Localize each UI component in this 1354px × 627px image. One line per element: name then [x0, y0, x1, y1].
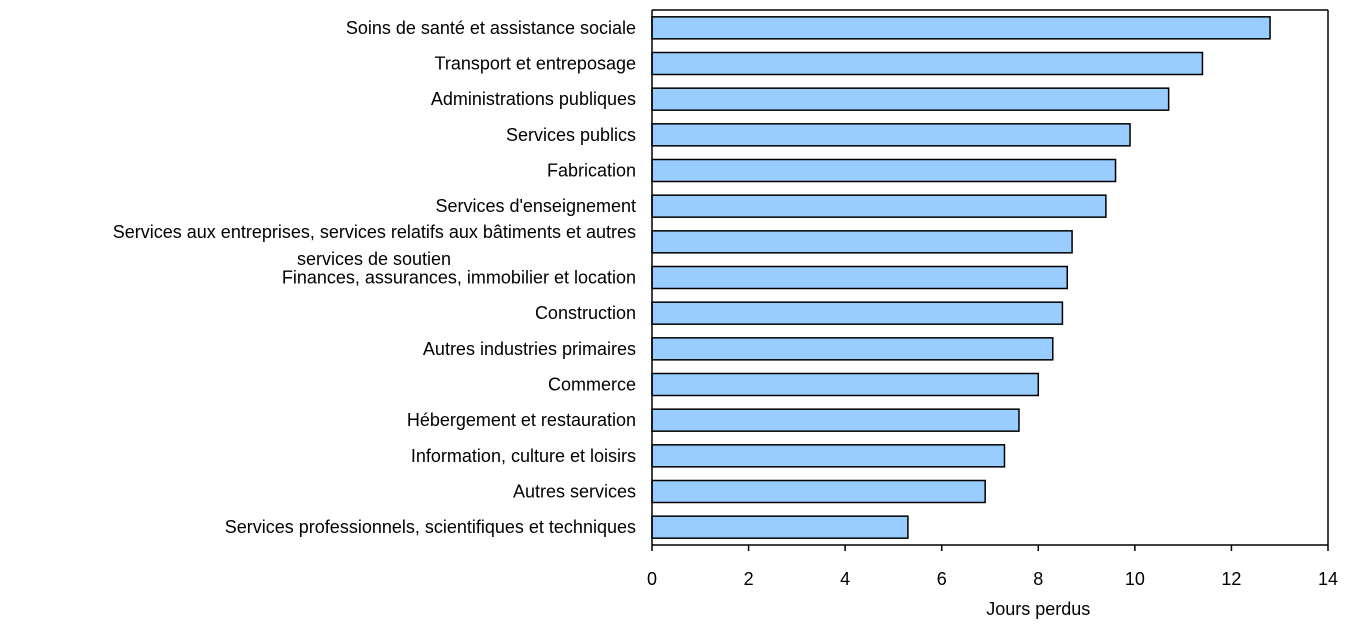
x-tick-label: 2	[744, 569, 754, 589]
bar	[651, 515, 909, 539]
category-label: Information, culture et loisirs	[411, 446, 636, 466]
bar	[651, 194, 1107, 218]
x-tick-label: 12	[1221, 569, 1241, 589]
x-ticks-group: 0 2 4 6 8 10 12 14	[647, 545, 1338, 589]
category-label: Services professionnels, scientifiques e…	[225, 517, 636, 537]
bar	[651, 158, 1117, 183]
bar	[651, 479, 986, 504]
x-tick-label: 6	[937, 569, 947, 589]
x-tick-label: 10	[1125, 569, 1145, 589]
x-tick-label: 14	[1318, 569, 1338, 589]
bar	[651, 87, 1170, 111]
x-axis	[651, 9, 1329, 546]
x-tick-label: 4	[840, 569, 850, 589]
x-tick-label: 0	[647, 569, 657, 589]
bar	[651, 408, 1020, 432]
category-label: Administrations publiques	[431, 89, 636, 109]
category-label: Finances, assurances, immobilier et loca…	[282, 268, 636, 288]
category-label: Soins de santé et assistance sociale	[346, 18, 636, 38]
bar	[651, 337, 1054, 361]
category-label: Construction	[535, 303, 636, 323]
category-label: Fabrication	[547, 161, 636, 181]
x-axis-title: Jours perdus	[986, 599, 1090, 619]
category-label: Hébergement et restauration	[407, 410, 636, 430]
bar	[651, 123, 1131, 147]
bar	[651, 265, 1069, 290]
category-label: Services d'enseignement	[435, 196, 636, 216]
category-label: Transport et entreposage	[435, 54, 636, 74]
bar	[651, 301, 1064, 325]
category-label: Autres services	[513, 482, 636, 502]
bars-group	[651, 16, 1271, 539]
category-label: Commerce	[548, 375, 636, 395]
x-tick-label: 8	[1033, 569, 1043, 589]
bar	[651, 230, 1073, 254]
bar	[651, 372, 1040, 397]
category-labels-group: Soins de santé et assistance sociale Tran…	[113, 18, 636, 537]
category-label: Autres industries primaires	[423, 339, 636, 359]
bar	[651, 16, 1271, 40]
category-label: Services publics	[506, 125, 636, 145]
category-label: Services aux entreprises, services relat…	[113, 222, 636, 269]
bar	[651, 444, 1006, 468]
bar	[651, 51, 1204, 76]
